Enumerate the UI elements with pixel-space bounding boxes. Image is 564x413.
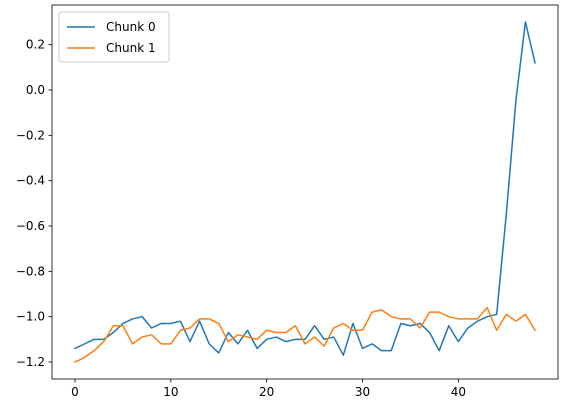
legend: Chunk 0 Chunk 1	[58, 11, 170, 63]
y-tick-label: −0.2	[16, 128, 45, 142]
y-tick-label: −0.8	[16, 264, 45, 278]
y-tick-label: 0.2	[26, 38, 45, 52]
x-tick-label: 0	[71, 385, 79, 399]
y-tick-label: 0.0	[26, 83, 45, 97]
legend-box	[58, 11, 170, 63]
y-tick-label: −0.6	[16, 219, 45, 233]
x-axis: 0 10 20 30 40	[71, 379, 466, 399]
series-line-chunk-1	[74, 306, 537, 363]
y-axis: −1.2 −1.0 −0.8 −0.6 −0.4 −0.2 0.0 0.2	[16, 38, 52, 369]
plot-layer	[74, 21, 537, 363]
series-line-chunk-0	[74, 21, 536, 356]
y-tick-label: −0.4	[16, 174, 45, 188]
x-tick-label: 30	[355, 385, 370, 399]
x-tick-label: 10	[163, 385, 178, 399]
legend-label-chunk-1: Chunk 1	[106, 41, 156, 55]
legend-label-chunk-0: Chunk 0	[106, 20, 156, 34]
y-tick-label: −1.0	[16, 310, 45, 324]
plot-frame	[51, 4, 559, 380]
x-tick-label: 40	[451, 385, 466, 399]
y-tick-label: −1.2	[16, 355, 45, 369]
x-tick-label: 20	[259, 385, 274, 399]
